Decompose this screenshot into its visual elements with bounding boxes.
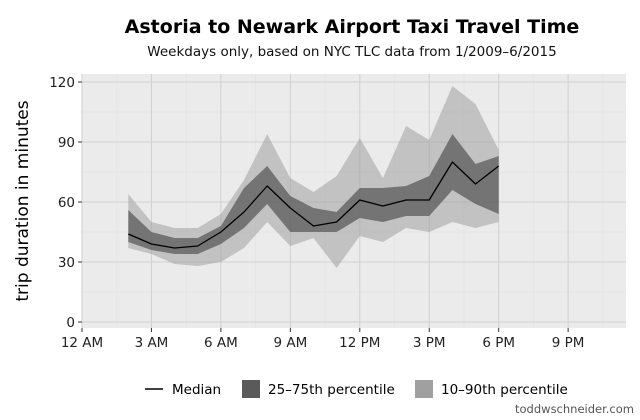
x-tick-label: 3 AM [135,335,169,351]
y-tick-label: 120 [49,75,75,91]
band-10-90 [128,86,499,268]
x-tick-label: 6 AM [204,335,238,351]
y-tick-label: 60 [58,195,75,211]
y-axis-title: trip duration in minutes [13,100,33,301]
chart-title: Astoria to Newark Airport Taxi Travel Ti… [125,16,580,38]
x-tick-label: 6 PM [482,335,515,351]
x-tick-label: 9 AM [273,335,307,351]
percentile-bands [128,86,499,268]
band-25-75 [128,134,499,254]
median-line-group [128,161,500,249]
y-tick-label: 90 [58,135,75,151]
median-line [128,161,500,249]
legend-label-10-90: 10–90th percentile [441,382,568,398]
y-axis-ticks: 0 30 60 90 120 [49,75,82,331]
x-axis-ticks: 12 AM 3 AM 6 AM 9 AM 12 PM 3 PM 6 PM 9 PM [61,328,585,351]
legend-label-25-75: 25–75th percentile [268,382,395,398]
x-tick-label: 9 PM [552,335,585,351]
legend-swatch-25-75 [242,380,260,398]
legend-swatch-10-90 [415,380,433,398]
legend-label-median: Median [172,382,221,398]
chart-subtitle: Weekdays only, based on NYC TLC data fro… [147,44,556,60]
x-tick-label: 3 PM [413,335,446,351]
x-tick-label: 12 PM [339,335,380,351]
x-tick-label: 12 AM [61,335,103,351]
credit-text: toddwschneider.com [515,402,634,416]
legend: Median 25–75th percentile 10–90th percenti… [145,380,568,398]
y-tick-label: 30 [58,255,75,271]
y-tick-label: 0 [66,315,75,331]
